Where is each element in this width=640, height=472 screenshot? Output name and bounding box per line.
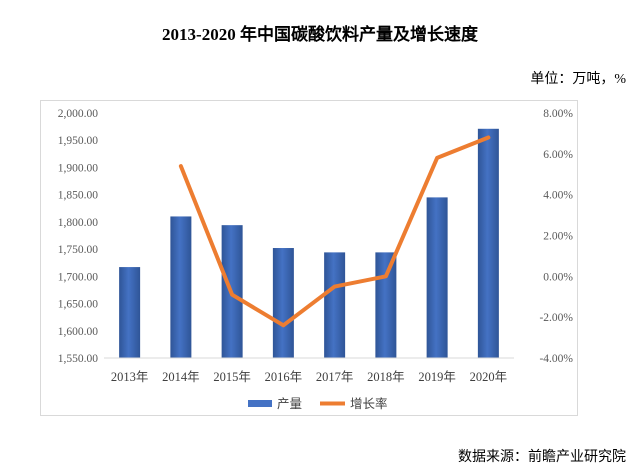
bar-2 (170, 216, 192, 358)
y-right-tick-label: -2.00% (539, 312, 573, 324)
y-right-tick-label: 4.00% (543, 190, 573, 202)
x-tick-label: 2020年 (470, 370, 508, 384)
unit-label: 单位：万吨，% (530, 72, 626, 87)
y-right-tick-label: -4.00% (539, 353, 573, 365)
x-tick-label: 2019年 (418, 370, 456, 384)
y-right-tick-label: 0.00% (543, 271, 573, 283)
bar-8 (477, 128, 499, 358)
y-left-tick-label: 1,650.00 (58, 299, 99, 311)
y-right-tick-label: 2.00% (543, 231, 573, 243)
y-left-tick-label: 1,550.00 (58, 353, 99, 365)
bar-6 (375, 252, 397, 358)
y-left-tick-label: 2,000.00 (58, 108, 99, 120)
x-tick-label: 2015年 (213, 370, 251, 384)
chart-area (40, 100, 578, 416)
x-tick-label: 2016年 (265, 370, 303, 384)
x-tick-label: 2014年 (162, 370, 200, 384)
y-right-tick-label: 6.00% (543, 149, 573, 161)
bar-1 (119, 267, 141, 358)
legend-line-label: 增长率 (350, 396, 388, 411)
bar-5 (324, 252, 346, 358)
y-left-tick-label: 1,800.00 (58, 217, 99, 229)
x-tick-label: 2017年 (316, 370, 354, 384)
legend-bar-label: 产量 (277, 397, 302, 411)
y-left-tick-label: 1,900.00 (58, 162, 99, 174)
data-source: 数据来源：前瞻产业研究院 (458, 450, 626, 465)
y-left-tick-label: 1,850.00 (58, 190, 99, 202)
y-right-tick-label: 8.00% (543, 108, 573, 120)
growth-rate-line (178, 135, 491, 328)
legend-bar-swatch (248, 400, 272, 407)
y-left-tick-label: 1,600.00 (58, 326, 99, 338)
x-tick-label: 2013年 (111, 370, 149, 384)
bar-4 (272, 248, 294, 358)
chart-title: 2013-2020 年中国碳酸饮料产量及增长速度 (162, 25, 478, 44)
x-tick-label: 2018年 (367, 370, 405, 384)
y-left-tick-label: 1,750.00 (58, 244, 99, 256)
y-left-tick-label: 1,950.00 (58, 135, 99, 147)
y-left-tick-label: 1,700.00 (58, 271, 99, 283)
bar-7 (426, 197, 448, 358)
